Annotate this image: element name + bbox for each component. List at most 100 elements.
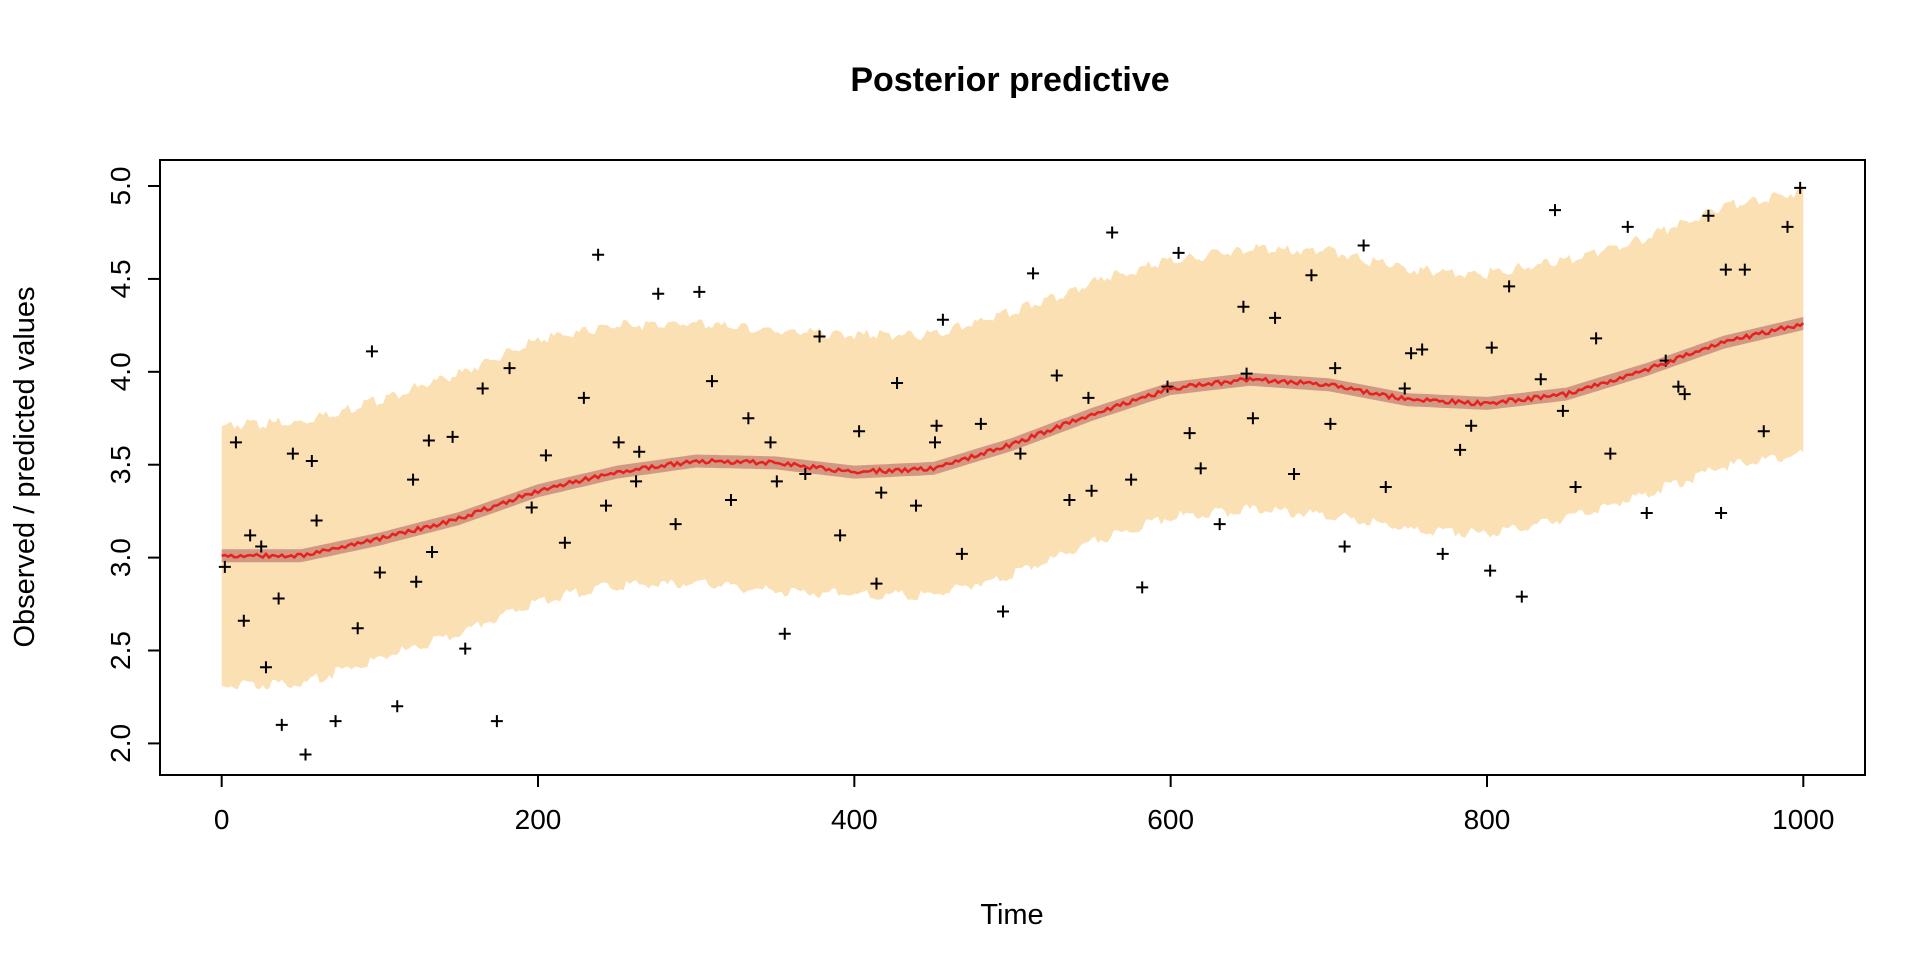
data-point xyxy=(910,499,923,512)
data-point xyxy=(1136,581,1149,594)
data-point xyxy=(1405,347,1418,360)
data-point xyxy=(997,605,1010,618)
data-point xyxy=(255,540,268,553)
data-point xyxy=(764,436,777,449)
data-point xyxy=(1604,447,1617,460)
data-point xyxy=(1465,419,1478,432)
data-point xyxy=(1621,220,1634,233)
data-point xyxy=(592,248,605,261)
data-point xyxy=(1213,518,1226,531)
data-point xyxy=(299,748,312,761)
data-point xyxy=(503,362,516,375)
data-point xyxy=(724,494,737,507)
data-point xyxy=(558,536,571,549)
data-point xyxy=(476,382,489,395)
data-point xyxy=(1183,427,1196,440)
data-point xyxy=(742,412,755,425)
data-point xyxy=(813,330,826,343)
data-point xyxy=(218,560,231,573)
y-tick-label: 2.5 xyxy=(105,631,136,670)
data-point xyxy=(853,425,866,438)
data-point xyxy=(870,577,883,590)
x-tick-label: 0 xyxy=(214,804,230,835)
y-tick-label: 4.5 xyxy=(105,259,136,298)
data-point xyxy=(459,642,472,655)
chart-title: Posterior predictive xyxy=(850,61,1169,99)
data-point xyxy=(1781,220,1794,233)
data-point xyxy=(1794,181,1807,194)
data-point xyxy=(891,376,904,389)
data-point xyxy=(1719,263,1732,276)
y-axis-label: Observed / predicted values xyxy=(9,286,41,647)
data-point xyxy=(1398,382,1411,395)
data-point xyxy=(525,501,538,514)
data-point xyxy=(237,614,250,627)
data-point xyxy=(693,285,706,298)
data-point xyxy=(1672,380,1685,393)
data-point xyxy=(422,434,435,447)
x-tick-label: 1000 xyxy=(1772,804,1834,835)
y-tick-label: 3.5 xyxy=(105,445,136,484)
data-point xyxy=(272,592,285,605)
data-point xyxy=(229,436,242,449)
data-point xyxy=(286,447,299,460)
data-point xyxy=(799,468,812,481)
data-point xyxy=(1569,481,1582,494)
data-point xyxy=(490,715,503,728)
mean-credible-band xyxy=(221,317,1804,563)
data-point xyxy=(1454,443,1467,456)
data-point xyxy=(1590,332,1603,345)
data-point xyxy=(1484,564,1497,577)
y-tick-label: 5.0 xyxy=(105,167,136,206)
data-point xyxy=(1702,209,1715,222)
y-tick-label: 4.0 xyxy=(105,352,136,391)
plot-frame xyxy=(159,159,1866,776)
data-point xyxy=(770,475,783,488)
data-point xyxy=(1082,391,1095,404)
data-point xyxy=(1338,540,1351,553)
data-point xyxy=(1640,507,1653,520)
data-point xyxy=(1715,507,1728,520)
data-point xyxy=(391,700,404,713)
data-point xyxy=(1379,481,1392,494)
data-point xyxy=(1329,362,1342,375)
data-point xyxy=(600,499,613,512)
data-point xyxy=(1194,462,1207,475)
data-point xyxy=(1246,412,1259,425)
data-point xyxy=(426,546,439,559)
data-point xyxy=(1738,263,1751,276)
data-point xyxy=(929,436,941,449)
data-point xyxy=(539,449,552,462)
x-tick-label: 800 xyxy=(1464,804,1511,835)
data-point xyxy=(633,445,646,458)
data-point xyxy=(930,419,943,432)
data-point xyxy=(410,575,423,588)
data-point xyxy=(1549,204,1561,217)
data-point xyxy=(1416,343,1429,356)
x-axis: 0 200 400 600 800 1000 xyxy=(214,775,1834,835)
data-point xyxy=(351,622,364,635)
y-tick-label: 3.0 xyxy=(105,538,136,577)
data-point xyxy=(1515,590,1528,603)
data-point xyxy=(974,417,987,430)
data-point xyxy=(1172,246,1185,259)
data-point xyxy=(936,313,949,326)
data-point xyxy=(1556,404,1569,417)
data-point xyxy=(1014,447,1027,460)
data-point xyxy=(705,375,718,388)
data-point xyxy=(834,529,847,542)
data-point xyxy=(1357,239,1370,252)
data-point xyxy=(1324,417,1337,430)
data-point xyxy=(1436,547,1449,560)
data-point xyxy=(1757,425,1770,438)
x-tick-label: 200 xyxy=(515,804,562,835)
data-point xyxy=(669,518,682,531)
x-tick-label: 600 xyxy=(1147,804,1194,835)
data-point xyxy=(329,715,342,728)
data-point xyxy=(310,514,323,527)
data-point xyxy=(955,547,968,560)
data-point xyxy=(1063,494,1076,507)
data-point xyxy=(373,566,386,579)
